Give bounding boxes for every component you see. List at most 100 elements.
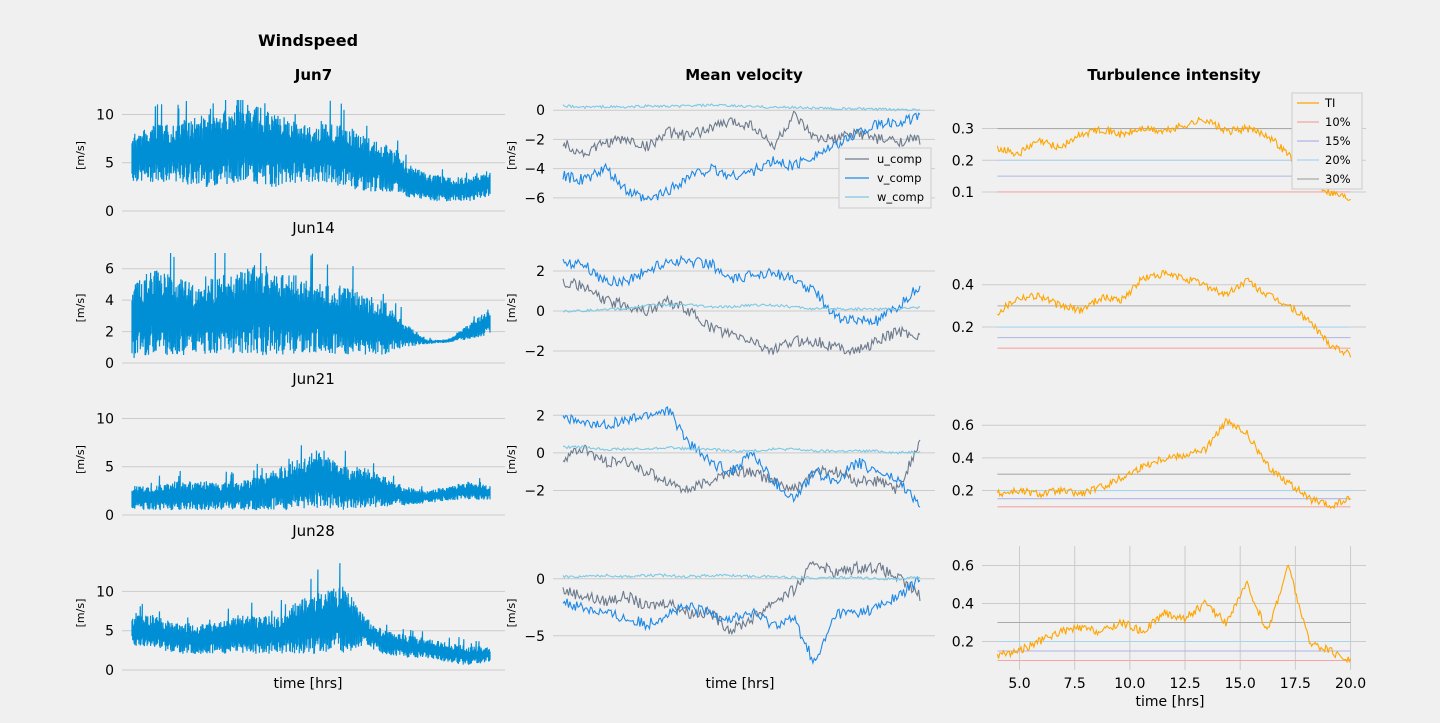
y-tick-label: 0.2 (952, 320, 974, 336)
x-tick-label: 5.0 (1008, 676, 1030, 692)
y-tick-label: 0.6 (952, 559, 974, 575)
series-windspeed (131, 99, 491, 202)
panel-title: Jun14 (291, 219, 335, 237)
y-tick-label: 0 (536, 572, 545, 588)
legend-label-w-comp: w_comp (877, 190, 924, 204)
series-ti (996, 564, 1352, 664)
y-tick-label: 0.2 (952, 153, 974, 169)
panels: 0 5 10 [m/s] Jun7 0 2 4 6 [m/s] Jun14 0 5 10 [m/s] Jun2… (74, 66, 1366, 692)
y-tick-label: 0.1 (952, 185, 974, 201)
x-tick-label: 10.0 (1114, 676, 1145, 692)
y-axis-label: [m/s] (505, 599, 518, 628)
series-ti (997, 269, 1352, 358)
series-v-comp (562, 254, 921, 326)
series-u-comp (562, 439, 921, 495)
y-tick-label: 0.2 (952, 635, 974, 651)
turbulence-intensity-panel-2: 0.2 0.4 (952, 269, 1366, 358)
y-axis-label: [m/s] (74, 294, 87, 323)
legend-label-15pct: 15% (1325, 134, 1351, 148)
series-windspeed (131, 563, 491, 665)
turbulence-intensity-panel-4: 0.2 0.4 0.6 5.0 7.5 10.0 12.5 15.0 17.5 20.0 (952, 546, 1366, 692)
panel-title: Jun21 (291, 370, 335, 388)
legend-label-ti: TI (1324, 96, 1335, 110)
y-tick-label: 10 (96, 584, 114, 600)
legend-label-u-comp: u_comp (877, 152, 922, 166)
x-tick-label: 12.5 (1169, 676, 1200, 692)
panel-title: Turbulence intensity (1087, 66, 1260, 84)
y-tick-label: 0 (105, 356, 114, 372)
y-tick-label: 0 (105, 204, 114, 220)
x-tick-label: 17.5 (1280, 676, 1311, 692)
series-v-comp (562, 406, 921, 508)
series-w-comp (562, 103, 921, 112)
series-u-comp (562, 277, 921, 356)
y-tick-label: −5 (524, 629, 545, 645)
windspeed-panel-2: 0 2 4 6 [m/s] Jun14 (74, 219, 505, 372)
mean-velocity-panel-4: −5 0 [m/s] (505, 560, 935, 666)
legend-label-10pct: 10% (1325, 115, 1351, 129)
y-tick-label: 6 (105, 262, 114, 278)
series-u-comp (562, 110, 921, 159)
mean-velocity-panel-2: −2 0 2 [m/s] (505, 254, 935, 360)
y-tick-label: −4 (524, 162, 545, 178)
y-tick-label: 5 (105, 460, 114, 476)
y-axis-label: [m/s] (505, 294, 518, 323)
y-tick-label: −6 (524, 191, 545, 207)
x-axis-label-mean-velocity: time [hrs] (706, 676, 775, 692)
x-tick-label: 15.0 (1225, 676, 1256, 692)
y-tick-label: 0.3 (952, 122, 974, 138)
panel-title: Jun28 (291, 522, 335, 540)
legend-label-v-comp: v_comp (877, 171, 921, 185)
panel-title: Jun7 (294, 66, 332, 84)
y-tick-label: 5 (105, 624, 114, 640)
mean-velocity-panel-3: −2 0 2 [m/s] (505, 406, 935, 508)
y-tick-label: 10 (96, 411, 114, 427)
windspeed-panel-1: 0 5 10 [m/s] Jun7 (74, 66, 505, 220)
y-tick-label: 10 (96, 107, 114, 123)
y-axis-label: [m/s] (74, 445, 87, 474)
panel-title: Mean velocity (685, 66, 803, 84)
y-tick-label: 0 (536, 103, 545, 119)
y-tick-label: 0.6 (952, 418, 974, 434)
x-axis-label-windspeed: time [hrs] (274, 676, 343, 692)
y-tick-label: 2 (536, 264, 545, 280)
mean-velocity-panel-1: −6 −4 −2 0 [m/s] Mean velocity u_comp v_comp w_c… (505, 66, 935, 209)
y-tick-label: −2 (524, 344, 545, 360)
series-windspeed (131, 445, 491, 511)
y-tick-label: 0 (105, 508, 114, 524)
y-tick-label: 0.2 (952, 484, 974, 500)
series-w-comp (562, 445, 921, 455)
y-tick-label: 0 (536, 446, 545, 462)
y-axis-label: [m/s] (505, 445, 518, 474)
series-w-comp (562, 573, 921, 582)
y-tick-label: 0.4 (952, 278, 974, 294)
series-u-comp (562, 560, 921, 636)
series-w-comp (562, 302, 921, 313)
y-axis-label: [m/s] (74, 141, 87, 170)
series-ti (996, 417, 1351, 510)
y-tick-label: 2 (105, 325, 114, 341)
y-tick-label: 2 (536, 408, 545, 424)
legend-label-20pct: 20% (1325, 153, 1351, 167)
y-tick-label: 0 (536, 304, 545, 320)
y-tick-label: 0.4 (952, 451, 974, 467)
y-tick-label: 5 (105, 156, 114, 172)
col-title-windspeed: Windspeed (258, 31, 358, 50)
y-tick-label: 4 (105, 293, 114, 309)
series-v-comp (562, 575, 921, 666)
turbulence-intensity-panel-3: 0.2 0.4 0.6 (952, 417, 1366, 510)
turbulence-intensity-panel-1: 0.1 0.2 0.3 Turbulence intensity TI 10% 15% 20%… (952, 66, 1366, 202)
x-tick-label: 7.5 (1064, 676, 1086, 692)
y-axis-label: [m/s] (74, 599, 87, 628)
x-tick-label: 20.0 (1335, 676, 1366, 692)
y-axis-label: [m/s] (505, 141, 518, 170)
x-axis-label-turbulence-intensity: time [hrs] (1136, 694, 1205, 710)
y-tick-label: 0 (105, 663, 114, 679)
y-tick-label: −2 (524, 132, 545, 148)
series-v-comp (562, 112, 921, 202)
windspeed-panel-3: 0 5 10 [m/s] Jun21 (74, 370, 505, 524)
windspeed-panel-4: 0 5 10 [m/s] Jun28 (74, 522, 505, 679)
y-tick-label: 0.4 (952, 597, 974, 613)
series-windspeed (131, 252, 491, 359)
